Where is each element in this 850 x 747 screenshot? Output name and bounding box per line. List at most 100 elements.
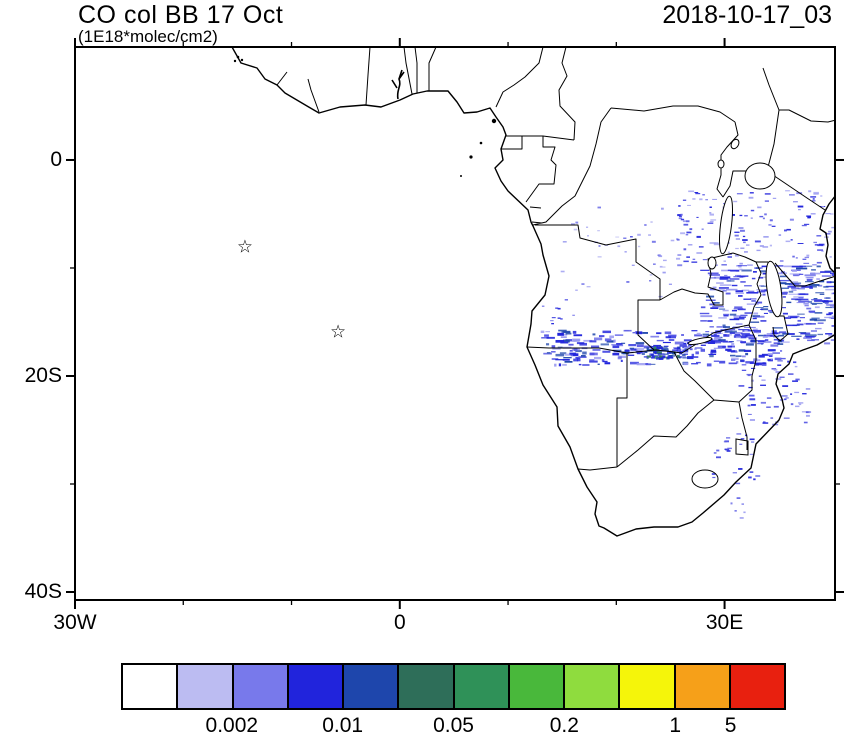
co-speck xyxy=(747,404,751,407)
co-speck xyxy=(756,332,760,334)
lake-mweru xyxy=(707,256,717,270)
co-speck xyxy=(826,304,835,306)
colorbar xyxy=(121,663,786,710)
co-speck xyxy=(589,352,598,356)
co-speck xyxy=(779,293,788,295)
co-speck xyxy=(747,264,753,266)
co-speck xyxy=(813,191,819,194)
co-speck xyxy=(715,289,725,291)
co-speck xyxy=(649,274,653,276)
co-speck xyxy=(830,339,835,341)
co-speck xyxy=(768,224,772,226)
co-speck xyxy=(709,212,712,214)
co-speck xyxy=(700,315,713,318)
co-speck xyxy=(551,317,556,319)
bioko-island xyxy=(491,118,497,124)
co-speck xyxy=(773,332,781,334)
co-speck xyxy=(727,350,736,352)
co-speck xyxy=(572,338,581,342)
co-speck xyxy=(804,336,817,338)
co-speck xyxy=(722,309,729,312)
co-speck xyxy=(778,334,785,337)
co-speck xyxy=(586,226,589,228)
co-speck xyxy=(648,234,651,236)
colorbar-cell-11 xyxy=(675,665,731,708)
co-speck xyxy=(696,332,701,335)
co-speck xyxy=(761,363,767,366)
co-speck xyxy=(740,332,750,335)
co-speck xyxy=(721,340,728,343)
co-speck xyxy=(738,265,742,268)
co-speck xyxy=(779,275,788,278)
co-speck xyxy=(677,254,682,256)
co-speck xyxy=(715,264,718,266)
co-speck xyxy=(783,291,788,294)
co-speck xyxy=(749,419,755,421)
co-speck xyxy=(714,242,719,244)
co-speck xyxy=(825,333,833,335)
co-speck xyxy=(741,503,744,505)
co-speck xyxy=(702,259,708,261)
co-speck xyxy=(693,356,699,358)
co-speck xyxy=(557,307,561,310)
co-speck xyxy=(739,276,744,278)
co-speck xyxy=(747,374,751,377)
co-speck xyxy=(828,312,833,315)
co-speck xyxy=(606,340,615,343)
co-speck xyxy=(783,417,790,419)
island-markers: ☆☆ xyxy=(237,236,346,342)
co-speck xyxy=(796,338,800,340)
co-speck xyxy=(745,343,754,346)
co-speck xyxy=(744,349,752,352)
plot-title: CO col BB 17 Oct xyxy=(78,1,284,29)
co-speck xyxy=(757,340,765,343)
co-speck xyxy=(617,356,622,360)
co-speck xyxy=(788,293,800,295)
co-speck xyxy=(649,353,655,356)
co-speck xyxy=(710,349,717,353)
co-speck xyxy=(664,331,672,335)
co-speck xyxy=(769,244,772,247)
co-speck xyxy=(758,354,765,358)
co-speck xyxy=(627,354,635,356)
co-speck xyxy=(804,334,817,337)
co-speck xyxy=(733,317,745,320)
co-speck xyxy=(810,213,816,215)
co-speck xyxy=(624,349,630,352)
co-speck xyxy=(751,379,754,382)
co-speck xyxy=(773,342,780,344)
co-speck xyxy=(741,364,747,366)
co-speck xyxy=(573,358,579,362)
co-speck xyxy=(740,314,748,317)
co-speck xyxy=(762,362,766,365)
co-speck xyxy=(712,305,724,308)
co-speck xyxy=(642,332,648,334)
co-speck xyxy=(784,317,792,319)
co-speck xyxy=(811,317,820,319)
co-speck xyxy=(635,331,643,335)
co-speck xyxy=(709,242,716,244)
co-speck xyxy=(769,219,773,222)
co-speck xyxy=(581,283,585,285)
co-speck xyxy=(699,198,703,201)
co-speck xyxy=(682,199,687,201)
co-speck xyxy=(722,290,727,292)
co-speck xyxy=(557,317,561,319)
co-speck xyxy=(683,362,689,366)
co-speck xyxy=(725,348,732,351)
co-speck xyxy=(732,472,737,474)
co-speck xyxy=(594,356,602,360)
co-speck xyxy=(725,292,731,295)
co-speck xyxy=(719,277,729,280)
co-speck xyxy=(756,267,760,269)
co-speck xyxy=(727,447,732,450)
co-speck xyxy=(806,414,810,417)
co-speck xyxy=(757,206,762,209)
co-speck xyxy=(540,330,545,333)
co-speck xyxy=(812,198,815,200)
co-speck xyxy=(768,354,773,357)
co-speck xyxy=(775,265,784,267)
co-speck xyxy=(782,312,788,315)
co-speck xyxy=(692,258,696,260)
co-speck xyxy=(581,355,586,357)
